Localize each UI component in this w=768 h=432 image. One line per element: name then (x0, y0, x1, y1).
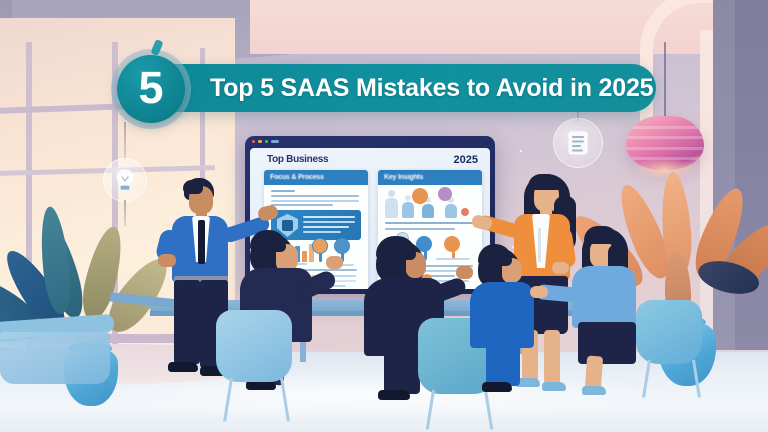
music-orb-stem (340, 248, 344, 262)
window-dot-close-icon[interactable] (252, 139, 256, 144)
window-sill (0, 334, 232, 343)
window-mullion (26, 42, 32, 352)
number-badge-label: 5 (138, 62, 164, 113)
title-text: Top 5 SAAS Mistakes to Avoid in 2025 (210, 73, 654, 102)
presenter-left-leg (174, 280, 200, 364)
presenter-left-tie (198, 220, 205, 264)
screen-window-title: Top Business (267, 154, 329, 165)
attendee-center-leg (384, 344, 420, 394)
attendee-left-hand (326, 256, 343, 269)
presenter-left-neck (196, 210, 207, 220)
purple-orb-icon (438, 187, 452, 201)
pendant-lamp-glow (630, 158, 700, 180)
presenter-right-leg (544, 330, 560, 384)
attendee-right-blouse (572, 266, 636, 328)
attendee-center-shoe (378, 390, 410, 400)
smiley-orb-icon (312, 238, 328, 254)
lightbulb-icon (103, 158, 147, 202)
globe-orb-icon (416, 236, 432, 252)
smiley-orb-stem (318, 248, 322, 262)
presenter-right-hand-right (552, 262, 569, 274)
lightbulb-icon-wire (124, 122, 126, 160)
screen-title-bar (245, 136, 495, 147)
small-orb-icon (461, 208, 469, 216)
document-checklist-icon (553, 118, 603, 168)
sparkle (520, 150, 522, 152)
music-orb-icon (334, 238, 350, 254)
sparkle (444, 394, 446, 396)
title-banner: Top 5 SAAS Mistakes to Avoid in 2025 (148, 64, 656, 112)
window-tab-icon (271, 139, 280, 144)
presenter-right-shoe (516, 378, 540, 387)
attendee-cr-body (470, 282, 534, 348)
left-panel-header-text: Focus & Process (270, 174, 324, 181)
window-dot-minimize-icon[interactable] (258, 139, 262, 144)
attendee-center-hand (456, 266, 473, 279)
pendant-lamp-cord (664, 42, 666, 118)
attendee-cr-leg (486, 340, 520, 386)
attendee-right-hand (530, 286, 548, 298)
chair-right[interactable] (636, 300, 702, 364)
lightbulb-icon-wire-lower (124, 200, 126, 226)
chair-foreground-left-seat (0, 332, 110, 384)
attendee-cr-shoe (482, 382, 512, 392)
window-dot-maximize-icon[interactable] (264, 139, 269, 144)
presenter-right-lanyard (538, 228, 541, 262)
coin-orb-icon (412, 188, 428, 204)
screen-year-label: 2025 (453, 154, 478, 166)
shield-feature-card (271, 210, 361, 240)
shield-badge-icon (277, 214, 298, 237)
gear-orb-icon (444, 236, 460, 252)
right-panel-header-text: Key Insights (384, 174, 424, 181)
presenter-left-shoe (168, 362, 198, 372)
right-panel-header: Key Insights (378, 170, 482, 185)
presenter-left-hand-left (158, 254, 176, 267)
attendee-right-head (590, 240, 613, 268)
chair-left[interactable] (216, 310, 292, 382)
presenter-left-shoe (200, 366, 230, 376)
attendee-right-shoe (582, 386, 606, 395)
attendee-left-shoe (246, 380, 276, 390)
presenter-right-shoe (542, 382, 566, 391)
number-badge: 5 (117, 55, 185, 123)
left-panel-header: Focus & Process (264, 170, 368, 185)
sparkle (512, 246, 514, 248)
